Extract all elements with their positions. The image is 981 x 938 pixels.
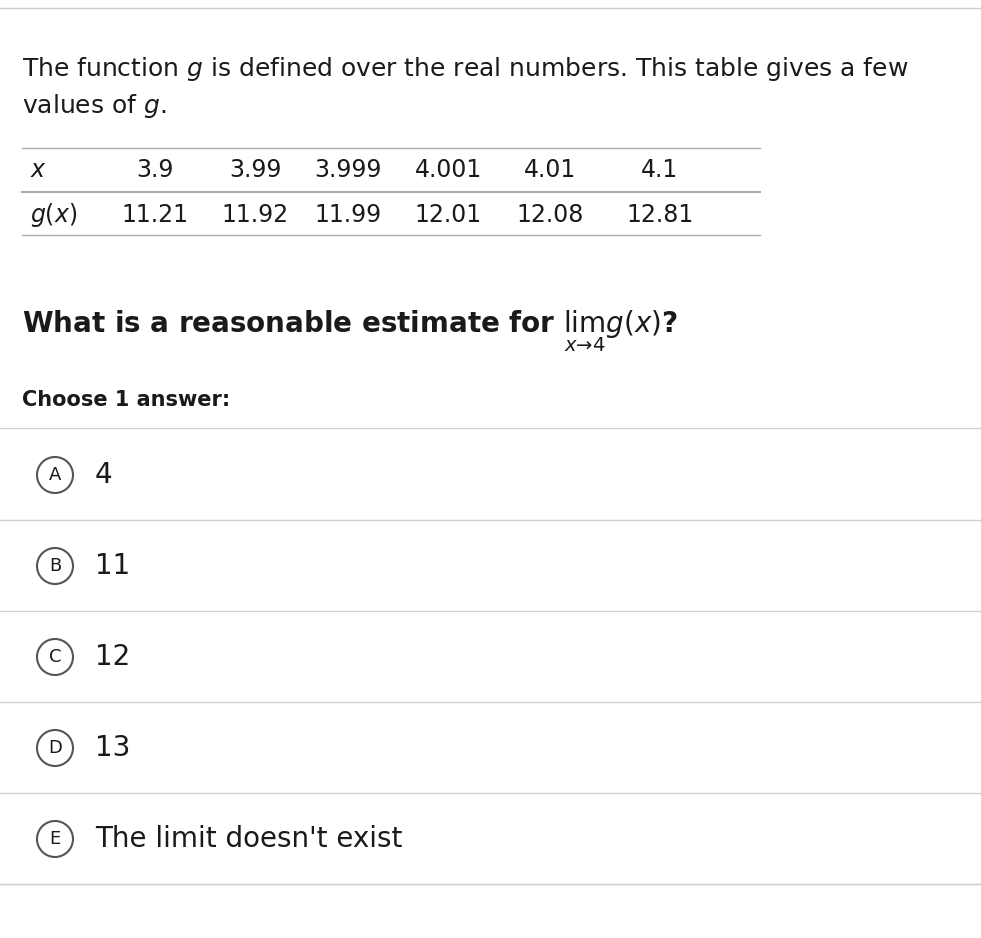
Text: 11.92: 11.92 <box>222 203 288 227</box>
Text: 3.99: 3.99 <box>229 158 282 182</box>
Text: What is a reasonable estimate for $\lim_{x \to 4} g(x)$?: What is a reasonable estimate for $\lim_… <box>22 308 678 354</box>
Text: 12: 12 <box>95 643 130 671</box>
Text: 11.21: 11.21 <box>122 203 188 227</box>
Text: Choose 1 answer:: Choose 1 answer: <box>22 390 231 410</box>
Text: 4.1: 4.1 <box>642 158 679 182</box>
Text: 3.999: 3.999 <box>314 158 382 182</box>
Text: $g(x)$: $g(x)$ <box>30 201 77 229</box>
Text: 11: 11 <box>95 552 130 580</box>
Text: 13: 13 <box>95 734 130 762</box>
Text: values of $g$.: values of $g$. <box>22 92 167 120</box>
Text: $x$: $x$ <box>30 158 47 182</box>
Text: 4: 4 <box>95 461 113 489</box>
Text: 11.99: 11.99 <box>315 203 382 227</box>
Text: 12.08: 12.08 <box>516 203 584 227</box>
Text: B: B <box>49 557 61 575</box>
Text: 4.01: 4.01 <box>524 158 576 182</box>
Text: D: D <box>48 739 62 757</box>
Text: 4.001: 4.001 <box>414 158 482 182</box>
Text: The limit doesn't exist: The limit doesn't exist <box>95 825 402 853</box>
Text: The function $g$ is defined over the real numbers. This table gives a few: The function $g$ is defined over the rea… <box>22 55 908 83</box>
Text: A: A <box>49 466 61 484</box>
Text: 3.9: 3.9 <box>136 158 174 182</box>
Text: C: C <box>49 648 61 666</box>
Text: 12.01: 12.01 <box>414 203 482 227</box>
Text: 12.81: 12.81 <box>627 203 694 227</box>
Text: E: E <box>49 830 61 848</box>
